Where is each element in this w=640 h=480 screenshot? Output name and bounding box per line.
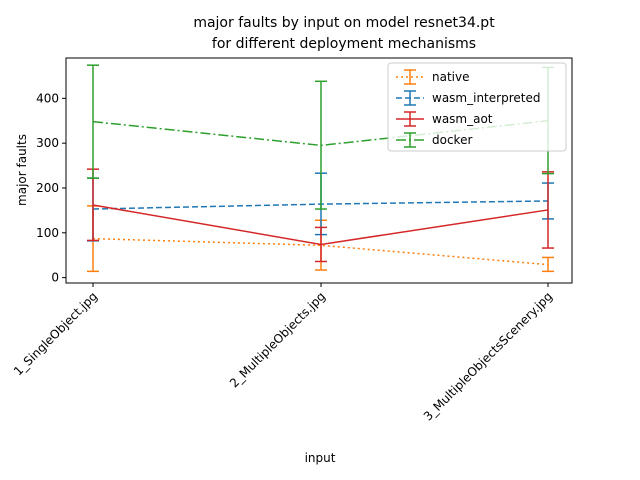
- legend-label: wasm_aot: [432, 112, 493, 126]
- y-axis-label: major faults: [15, 134, 29, 206]
- x-tick-label: 3_MultipleObjectsScenery.jpg: [421, 289, 555, 423]
- x-tick-label: 2_MultipleObjects.jpg: [227, 289, 328, 390]
- y-tick-label: 200: [36, 181, 59, 195]
- plot-frame: [65, 57, 573, 284]
- legend-label: docker: [432, 133, 472, 147]
- legend-label: wasm_interpreted: [432, 91, 540, 105]
- y-tick-label: 0: [51, 271, 59, 285]
- legend-entry-native: native: [396, 69, 469, 85]
- chart-title-line1: major faults by input on model resnet34.…: [193, 15, 495, 31]
- y-tick-label: 300: [36, 136, 59, 150]
- legend-entry-wasm_interpreted: wasm_interpreted: [396, 90, 540, 106]
- series-line-native: [92, 237, 549, 266]
- chart-title-line2: for different deployment mechanisms: [212, 36, 476, 52]
- legend-entry-docker: docker: [396, 132, 472, 148]
- legend-box: [387, 62, 567, 152]
- series-wasm_aot: [87, 168, 554, 263]
- x-axis: 1_SingleObject.jpg 2_MultipleObjects.jpg 3…: [11, 283, 555, 424]
- series-line-wasm_aot: [92, 204, 549, 246]
- y-tick-label: 100: [36, 226, 59, 240]
- x-axis-label: input: [305, 451, 336, 465]
- y-axis: 0 100 200 300 400: [36, 91, 66, 285]
- legend-label: native: [432, 70, 469, 84]
- legend-entry-wasm_aot: wasm_aot: [396, 111, 493, 127]
- y-tick-label: 400: [36, 91, 59, 105]
- x-tick-label: 1_SingleObject.jpg: [11, 289, 100, 378]
